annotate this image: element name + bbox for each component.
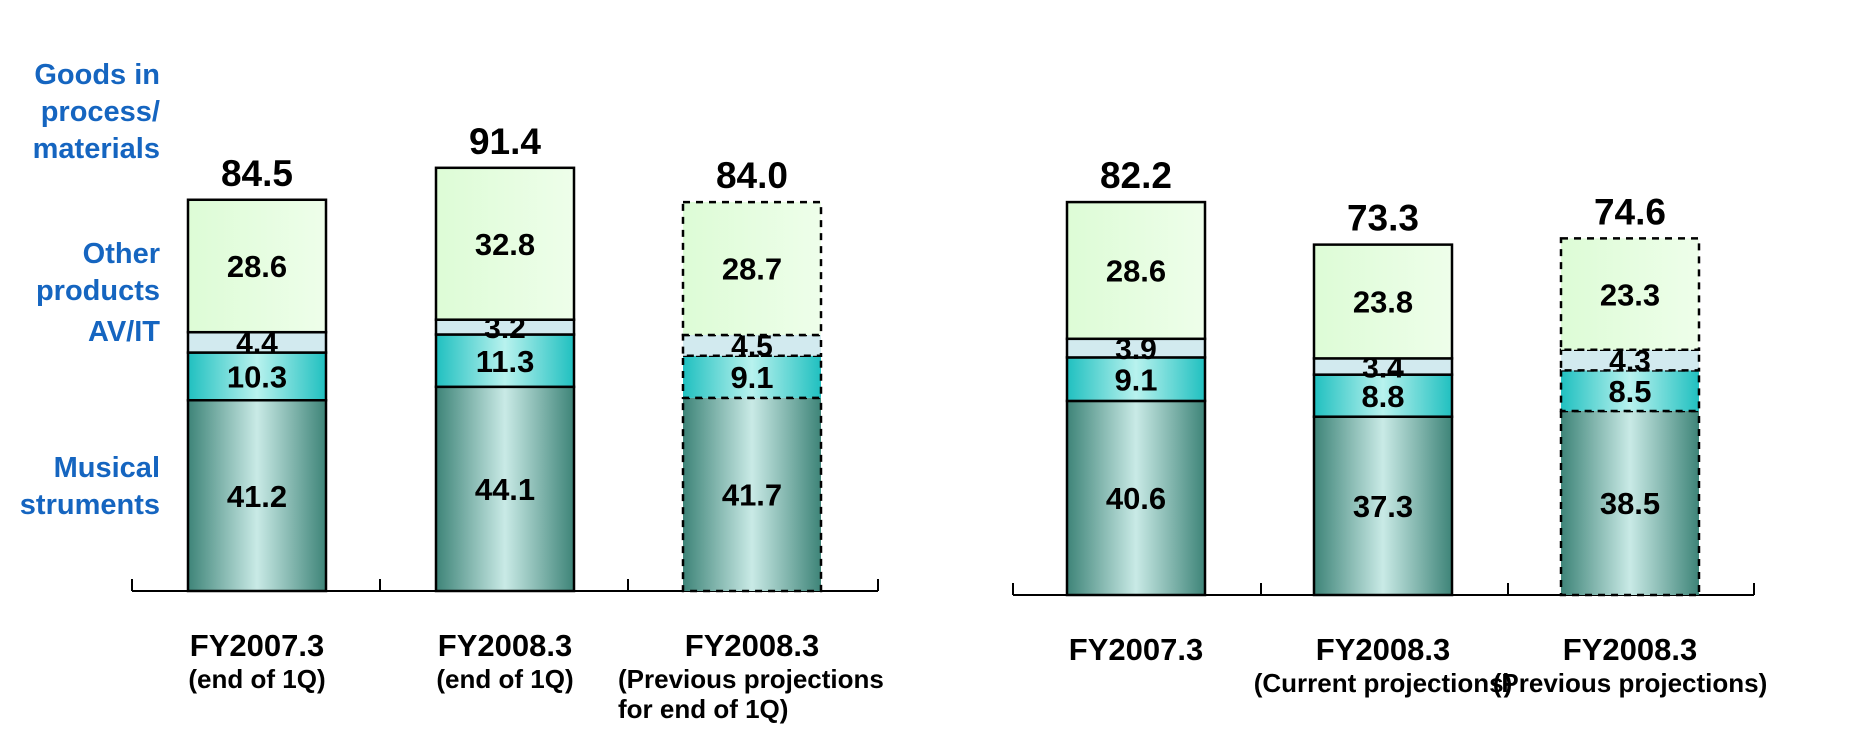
bar-segment-musical (186, 398, 328, 593)
category-sublabel: for end of 1Q) (618, 694, 789, 724)
data-label-avit: 9.1 (730, 360, 773, 395)
data-label-musical: 38.5 (1600, 486, 1660, 521)
total-label: 84.5 (221, 153, 293, 194)
category-sublabel: (Current projections) (1253, 668, 1513, 698)
category-name: FY2008.3 (684, 628, 820, 663)
bar-segment-goods (186, 198, 328, 334)
bar-segment-goods (681, 200, 823, 337)
category-label: FY2008.3 (Previous projections) (1470, 632, 1790, 698)
bar-segment-musical (1065, 399, 1207, 597)
data-label-musical: 41.7 (722, 478, 782, 513)
data-label-musical: 44.1 (475, 472, 535, 507)
category-sublabel: (Previous projections (618, 664, 884, 694)
total-label: 73.3 (1347, 198, 1419, 239)
chart-panel-2: 40.69.13.928.682.237.38.83.423.873.338.5… (1012, 155, 1755, 597)
data-label-avit: 8.8 (1361, 379, 1404, 414)
bar-segment-avit (1065, 356, 1207, 403)
bar-segment-musical (1559, 409, 1701, 597)
category-label: FY2008.3 (Previous projections for end of … (592, 628, 912, 724)
category-label: FY2007.3 (976, 632, 1296, 668)
chart-panel-1: 41.210.34.428.684.544.111.33.232.891.441… (131, 121, 879, 593)
data-label-goods: 28.6 (1106, 254, 1166, 289)
data-label-musical: 37.3 (1353, 489, 1413, 524)
legend-goods-in-process: Goods in process/ materials (32, 59, 160, 165)
legend-av-it: AV/IT (88, 316, 160, 348)
bar-segment-musical (434, 385, 576, 593)
data-label-musical: 41.2 (227, 479, 287, 514)
total-label: 82.2 (1100, 155, 1172, 196)
data-label-musical: 40.6 (1106, 481, 1166, 516)
data-label-goods: 28.6 (227, 249, 287, 284)
total-label: 74.6 (1594, 191, 1666, 232)
bar-segment-goods (1065, 200, 1207, 341)
category-name: FY2008.3 (1562, 632, 1698, 667)
data-label-goods: 23.3 (1600, 277, 1660, 312)
bar-segment-avit (1312, 373, 1454, 418)
category-name: FY2008.3 (437, 628, 573, 663)
bar-segment-avit (681, 354, 823, 400)
data-label-avit: 10.3 (227, 360, 287, 395)
bar-segment-goods (1312, 243, 1454, 360)
data-label-avit: 9.1 (1114, 362, 1157, 397)
category-sublabel: (Previous projections) (1492, 668, 1768, 698)
category-name: FY2007.3 (189, 628, 325, 663)
category-sublabel: (end of 1Q) (436, 664, 574, 694)
legend-other-products: Other products (35, 238, 160, 307)
bar-segment-musical (1312, 415, 1454, 597)
category-label: FY2007.3 (end of 1Q) (97, 628, 417, 694)
category-name: FY2007.3 (1068, 632, 1204, 667)
category-name: FY2008.3 (1315, 632, 1451, 667)
bar-segment-avit (434, 333, 576, 389)
data-label-goods: 32.8 (475, 227, 535, 262)
total-label: 91.4 (469, 121, 541, 162)
category-label: FY2008.3 (end of 1Q) (345, 628, 665, 694)
total-label: 84.0 (716, 155, 788, 196)
data-label-avit: 8.5 (1608, 374, 1651, 409)
legend-musical-instruments: Musical struments (19, 452, 160, 521)
data-label-avit: 11.3 (476, 344, 535, 379)
legend: Goods in process/ materials Other produc… (0, 0, 160, 732)
category-sublabel: (end of 1Q) (188, 664, 326, 694)
data-label-goods: 23.8 (1353, 285, 1413, 320)
bar-segment-avit (186, 351, 328, 402)
bar-segment-avit (1559, 369, 1701, 413)
data-label-goods: 28.7 (722, 252, 782, 287)
bar-segment-goods (434, 166, 576, 321)
bar-segment-goods (1559, 237, 1701, 352)
category-label: FY2008.3 (Current projections) (1223, 632, 1543, 698)
